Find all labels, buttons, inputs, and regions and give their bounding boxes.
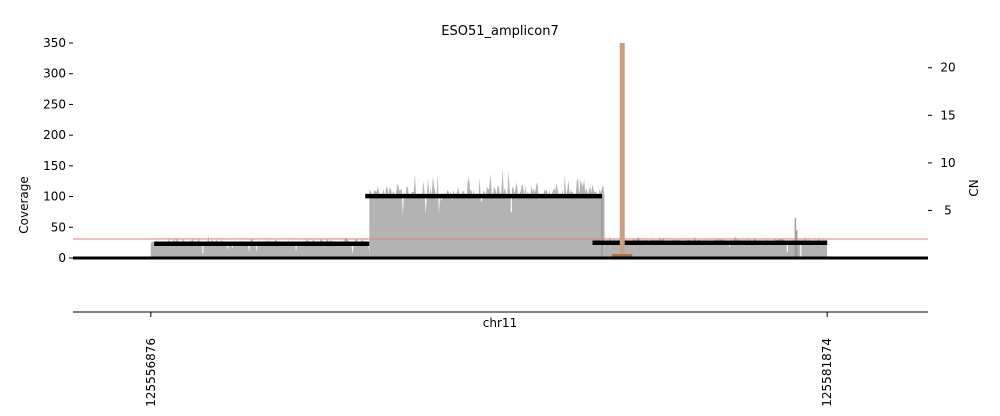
cn-segments (154, 193, 828, 246)
y-tick-label-2: 100 (43, 190, 66, 204)
y-tick-label-0: 0 (58, 251, 66, 265)
y-tick-label-4: 200 (43, 128, 66, 142)
y2-axis-label: CN (967, 179, 981, 196)
coverage-region-2 (604, 236, 828, 258)
x-axis-label: chr11 (483, 316, 517, 330)
x-tick-label-0: 125556876 (144, 338, 158, 407)
y-tick-label-6: 300 (43, 67, 66, 81)
x-tick-label-1: 125581874 (820, 338, 834, 407)
y2-tick-label-3: 20 (940, 61, 955, 75)
y-tick-label-5: 250 (43, 97, 66, 111)
y-tick-label-3: 150 (43, 159, 66, 173)
y-axis-label: Coverage (17, 176, 31, 234)
discordant-marker (612, 43, 633, 258)
y2-tick-label-1: 10 (940, 156, 955, 170)
axes: 0 50 100 150 200 250 300 350 5 10 15 20 125556876 125… (43, 36, 956, 407)
discordant-base (612, 254, 633, 258)
y-tick-label-7: 350 (43, 36, 66, 50)
chart-title: ESO51_amplicon7 (441, 24, 558, 39)
y2-tick-label-2: 15 (940, 108, 955, 122)
y-tick-label-1: 50 (51, 220, 66, 234)
y2-tick-label-0: 5 (944, 203, 952, 217)
coverage-region-1 (369, 167, 605, 258)
coverage-region-0 (150, 235, 370, 258)
discordant-bar (619, 43, 625, 258)
